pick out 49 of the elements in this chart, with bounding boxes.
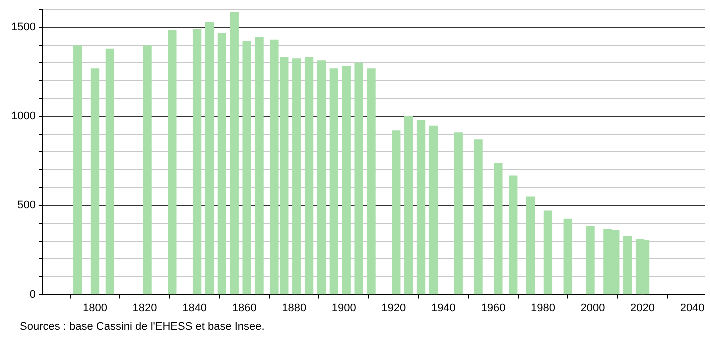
- bar: [509, 176, 518, 295]
- bar: [342, 66, 351, 295]
- bar: [242, 41, 252, 295]
- bar: [429, 126, 438, 295]
- y-tick-label: 1500: [12, 21, 36, 34]
- bar: [404, 116, 414, 295]
- bar: [544, 210, 553, 295]
- y-tick-label: 500: [18, 200, 36, 212]
- bar: [494, 163, 503, 295]
- bar: [255, 37, 264, 295]
- x-tick-label: 1860: [232, 302, 257, 314]
- bar: [218, 32, 227, 295]
- bar: [304, 57, 314, 295]
- source-note: Sources : base Cassini de l'EHESS et base Insee.: [20, 321, 265, 333]
- x-tick-label: 1960: [481, 302, 506, 314]
- bar: [392, 130, 401, 295]
- x-tick-label: 1940: [431, 302, 456, 314]
- x-tick-label: 2000: [580, 302, 606, 314]
- bar: [317, 60, 326, 295]
- bar: [143, 46, 152, 295]
- x-tick-label: 1800: [83, 302, 108, 314]
- bar: [416, 120, 426, 295]
- x-tick-label: 1900: [332, 302, 356, 314]
- x-tick-label: 1840: [182, 302, 208, 314]
- x-tick-label: 1920: [382, 302, 406, 314]
- y-tick-label: 1000: [12, 110, 36, 123]
- bar: [90, 68, 100, 295]
- bar: [192, 29, 202, 295]
- bar: [624, 236, 632, 295]
- bar: [106, 48, 115, 295]
- x-tick-label: 2020: [630, 302, 656, 314]
- bar: [230, 12, 239, 295]
- bar: [564, 218, 572, 295]
- x-tick-label: 2040: [680, 302, 705, 314]
- bar: [367, 68, 376, 295]
- bar: [168, 30, 177, 295]
- bar: [292, 58, 302, 295]
- bar: [586, 226, 595, 295]
- x-tick-label: 1980: [530, 302, 556, 314]
- bar: [205, 22, 214, 295]
- x-tick-label: 1820: [132, 302, 158, 314]
- y-tick-label: 0: [30, 288, 36, 301]
- bar: [454, 132, 463, 295]
- bar: [474, 140, 483, 295]
- bar: [354, 62, 364, 295]
- bar: [330, 68, 339, 295]
- bar: [526, 196, 536, 295]
- bar: [74, 46, 82, 295]
- x-tick-label: 1880: [282, 302, 307, 314]
